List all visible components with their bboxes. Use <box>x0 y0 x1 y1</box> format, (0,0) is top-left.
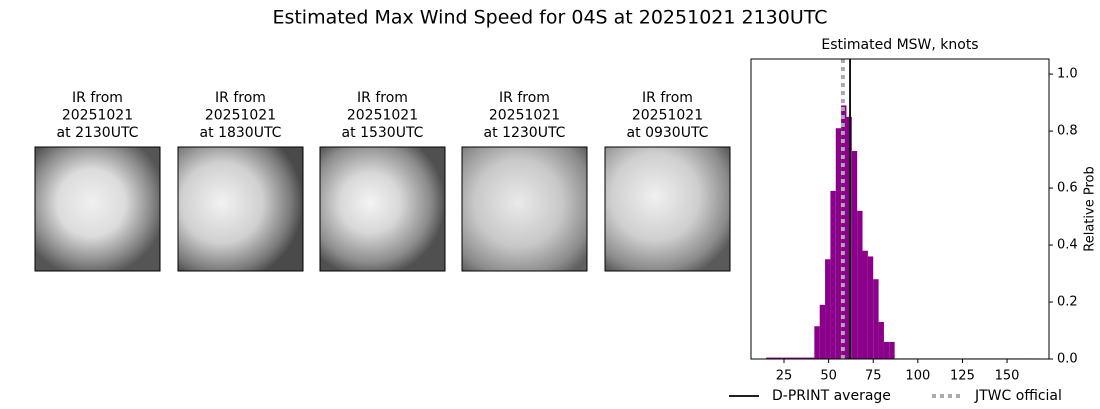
panel-title: at 2130UTC <box>57 125 139 141</box>
plot-frame <box>750 58 1050 360</box>
figure-title: Estimated Max Wind Speed for 04S at 2025… <box>272 7 827 29</box>
bar <box>841 105 847 359</box>
panel-title: IR from <box>642 90 693 106</box>
legend-label: D-PRINT average <box>772 388 891 404</box>
x-tick-label: 25 <box>776 369 793 384</box>
bar <box>792 357 799 359</box>
x-tick-label: 75 <box>865 369 882 384</box>
panel-title: IR from <box>499 90 550 106</box>
y-tick-label: 0.8 <box>1057 124 1078 139</box>
legend-label: JTWC official <box>974 388 1062 404</box>
x-tick-label: 100 <box>905 369 930 384</box>
ir-image <box>34 146 161 272</box>
y-tick-label: 0.4 <box>1057 238 1078 253</box>
ir-image <box>461 146 588 272</box>
bar <box>766 357 772 359</box>
bar <box>782 357 788 359</box>
bar <box>851 151 858 359</box>
bar <box>798 357 804 359</box>
bar <box>776 357 783 359</box>
chart-title: Estimated MSW, knots <box>821 37 978 53</box>
histogram: D-PRINT average JTWC official 25 50 75 100 125… <box>729 37 1098 404</box>
ir-image <box>177 146 304 272</box>
x-tick-label: 150 <box>995 369 1020 384</box>
panel-title: IR from <box>215 90 266 106</box>
y-tick-label: 0.0 <box>1057 352 1078 367</box>
panel-title: at 0930UTC <box>627 125 709 141</box>
bar <box>808 357 815 359</box>
bar <box>825 259 831 359</box>
bar <box>867 256 874 359</box>
bar <box>814 326 820 359</box>
y-axis-label: Relative Prob <box>1083 166 1098 251</box>
x-tick-label: 125 <box>950 369 975 384</box>
bar <box>878 321 884 359</box>
panel-title: IR from <box>72 90 123 106</box>
panel-title: IR from <box>357 90 408 106</box>
bar <box>862 250 868 359</box>
y-tick-label: 0.2 <box>1057 295 1078 310</box>
panel-title: at 1230UTC <box>484 125 566 141</box>
panel-title: at 1830UTC <box>200 125 282 141</box>
ir-image <box>604 146 731 272</box>
panel-title: 20251021 <box>632 108 703 124</box>
bar <box>771 357 777 359</box>
bar <box>803 357 809 359</box>
panel-title: 20251021 <box>205 108 276 124</box>
bar <box>889 341 895 359</box>
panel-title: 20251021 <box>347 108 418 124</box>
y-tick-label: 0.6 <box>1057 181 1078 196</box>
y-tick-label: 1.0 <box>1057 67 1078 82</box>
bar <box>819 304 826 359</box>
panel-title: 20251021 <box>489 108 560 124</box>
x-tick-label: 50 <box>820 369 837 384</box>
bar <box>830 190 836 359</box>
bar <box>883 341 890 359</box>
panel-title: 20251021 <box>62 108 133 124</box>
bar <box>857 210 863 359</box>
bar <box>835 128 842 359</box>
bar <box>787 357 793 359</box>
bar <box>873 279 879 359</box>
ir-image <box>319 146 446 272</box>
panel-title: at 1530UTC <box>342 125 424 141</box>
